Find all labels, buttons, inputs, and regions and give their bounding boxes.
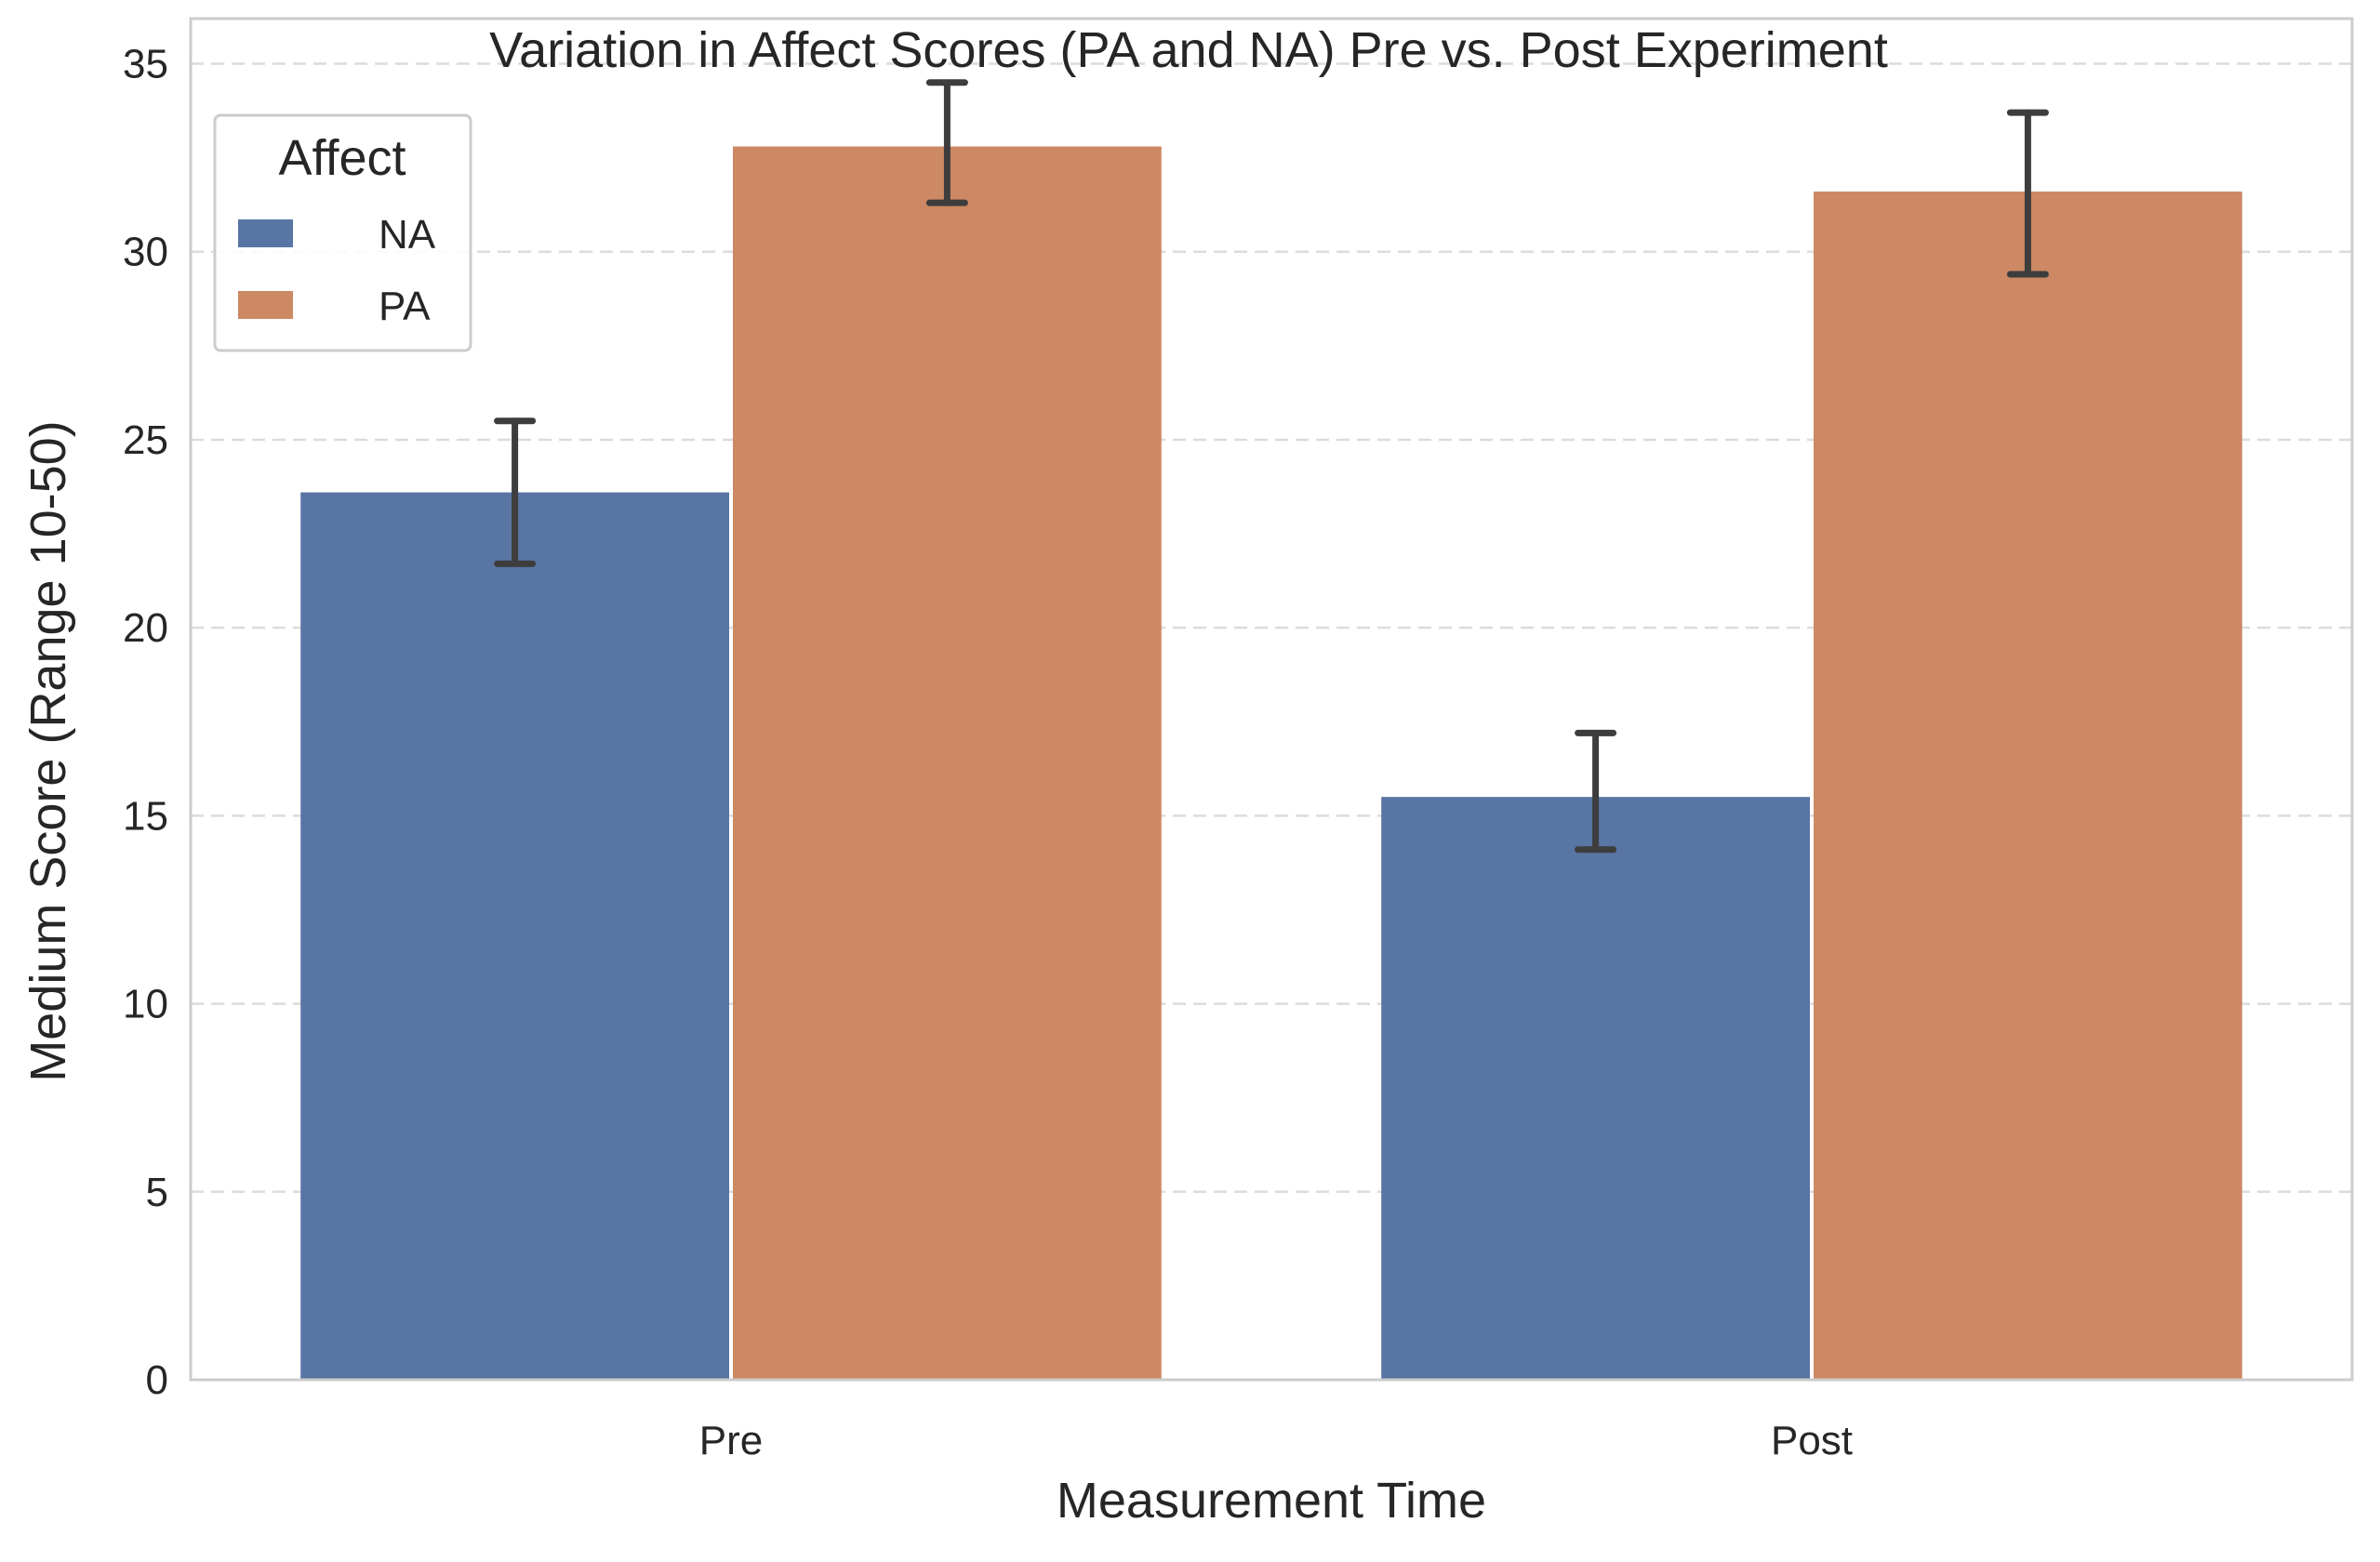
y-tick-label-0: 0	[146, 1357, 168, 1403]
bars-layer	[300, 146, 2242, 1380]
legend-swatch-na	[238, 219, 293, 247]
x-ticks-layer: Pre Post	[699, 1418, 1853, 1463]
error-bar-pa-pre	[925, 79, 968, 206]
y-tick-label-20: 20	[123, 605, 168, 651]
y-tick-label-5: 5	[146, 1170, 168, 1215]
plot-frame	[189, 17, 2354, 1382]
bar-na-post	[1381, 797, 1810, 1380]
error-bars-layer	[494, 79, 2049, 854]
error-bar-na-pre	[494, 417, 537, 567]
bar-na-pre	[300, 492, 729, 1380]
y-tick-label-10: 10	[123, 982, 168, 1027]
legend-items: NA PA	[238, 212, 436, 329]
x-tick-label-post: Post	[1771, 1418, 1853, 1463]
legend-label-na: NA	[379, 212, 436, 258]
bar-pa-pre	[733, 146, 1162, 1380]
legend-swatch-pa	[238, 291, 293, 319]
y-tick-label-15: 15	[123, 793, 168, 839]
y-ticks-layer: 0 5 10 15 20 25 30 35	[123, 42, 168, 1403]
x-axis-label: Measurement Time	[1057, 1473, 1486, 1529]
error-bar-pa-post	[2006, 109, 2049, 278]
y-tick-label-35: 35	[123, 42, 168, 87]
chart-title: Variation in Affect Scores (PA and NA) P…	[489, 22, 1888, 78]
y-tick-label-25: 25	[123, 417, 168, 463]
x-tick-label-pre: Pre	[699, 1418, 763, 1463]
y-axis-label: Medium Score (Range 10-50)	[20, 420, 76, 1081]
legend: Affect NA PA	[213, 113, 472, 352]
legend-title: Affect	[278, 130, 406, 186]
bar-pa-post	[1814, 192, 2242, 1380]
error-bar-na-post	[1575, 729, 1617, 854]
legend-label-pa: PA	[379, 284, 431, 329]
y-tick-label-30: 30	[123, 230, 168, 275]
